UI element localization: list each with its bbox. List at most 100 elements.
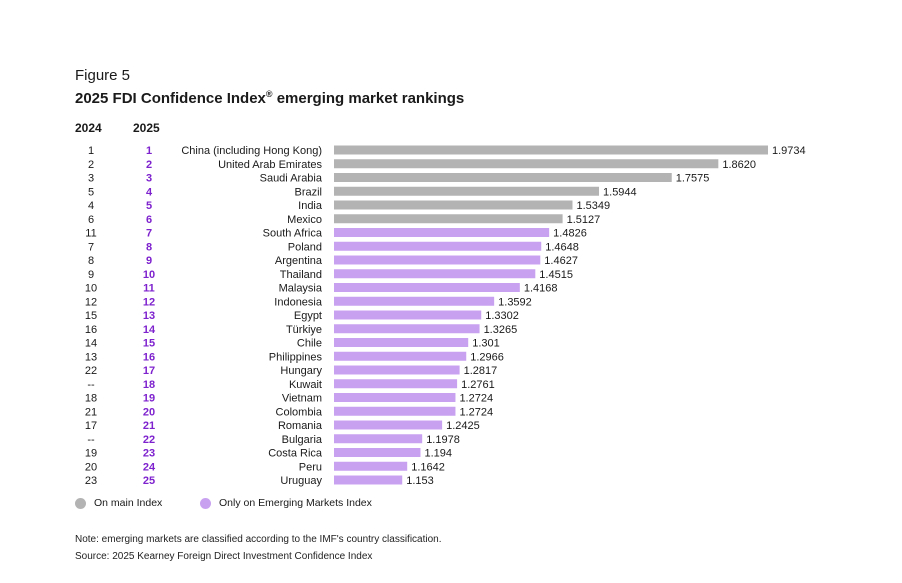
rank-2025: 4	[146, 186, 153, 198]
country-label: Costa Rica	[268, 448, 323, 460]
bar	[334, 173, 672, 182]
rank-2024: 7	[88, 241, 94, 253]
rank-2024: 3	[88, 173, 94, 185]
bar-value-label: 1.5349	[576, 200, 610, 212]
bar	[334, 365, 460, 375]
rank-2024: 18	[85, 393, 97, 405]
bar	[334, 434, 423, 444]
bar-value-label: 1.2761	[461, 379, 495, 391]
legend-label-emerging: Only on Emerging Markets Index	[219, 497, 372, 509]
rank-2024: 20	[85, 461, 97, 473]
country-label: Chile	[297, 338, 322, 350]
rank-2025: 11	[143, 283, 155, 295]
rank-2025: 9	[146, 255, 152, 267]
legend-swatch-main	[75, 497, 86, 509]
bar	[334, 475, 403, 485]
bar	[334, 420, 443, 430]
country-label: Brazil	[294, 186, 322, 198]
bar	[334, 296, 495, 306]
rank-2024: 9	[88, 269, 94, 281]
rank-2025: 15	[143, 338, 155, 350]
bar-value-label: 1.4515	[539, 269, 573, 281]
rank-2024: 5	[88, 186, 94, 198]
country-label: Egypt	[294, 310, 322, 322]
rank-2024: 10	[85, 283, 97, 295]
bar	[334, 461, 408, 471]
country-label: Peru	[299, 461, 322, 473]
bar	[334, 269, 536, 279]
rank-2024: 22	[85, 365, 97, 377]
rank-2024: 17	[85, 420, 97, 432]
country-label: Saudi Arabia	[260, 173, 323, 185]
country-label: Hungary	[280, 365, 322, 377]
rank-2024: 19	[85, 448, 97, 460]
rank-2024: 6	[88, 214, 94, 226]
rank-2025: 5	[146, 200, 152, 212]
bar	[334, 214, 563, 224]
bar	[334, 310, 482, 320]
rank-2025: 21	[143, 420, 155, 432]
country-label: Türkiye	[286, 324, 322, 336]
rank-2025: 19	[143, 393, 155, 405]
bar	[334, 351, 467, 361]
bar-value-label: 1.301	[472, 338, 500, 350]
rank-2025: 7	[146, 228, 152, 240]
country-label: South Africa	[263, 228, 323, 240]
bar	[334, 448, 421, 457]
bar-value-label: 1.2425	[446, 420, 480, 432]
registered-mark: ®	[265, 89, 273, 99]
rank-2024: 16	[85, 324, 97, 336]
bar-value-label: 1.153	[406, 475, 434, 487]
bar-value-label: 1.2724	[459, 393, 493, 405]
rank-2025: 2	[146, 159, 152, 171]
rank-2024: 12	[85, 296, 97, 308]
country-label: Kuwait	[289, 379, 322, 391]
figure-label: Figure 5	[75, 67, 131, 84]
bar	[334, 393, 456, 402]
rank-2024: 13	[85, 351, 97, 363]
bar	[334, 159, 719, 169]
rank-2024: 4	[88, 200, 94, 212]
rank-2024: --	[87, 379, 95, 391]
bar-value-label: 1.1642	[411, 461, 445, 473]
rank-2025: 13	[143, 310, 155, 322]
legend-label-main: On main Index	[94, 497, 163, 509]
bar-value-label: 1.194	[424, 448, 452, 460]
rank-2025: 23	[143, 448, 155, 460]
country-label: Philippines	[269, 351, 323, 363]
legend-item-main-index: On main Index	[75, 497, 162, 509]
bar	[334, 255, 541, 265]
rank-2025: 16	[143, 351, 155, 363]
rank-2025: 17	[143, 365, 155, 377]
country-label: Uruguay	[280, 475, 322, 487]
bar	[334, 241, 542, 251]
rank-2025: 20	[143, 406, 155, 418]
rank-2025: 1	[146, 145, 152, 157]
legend-item-emerging-only: Only on Emerging Markets Index	[200, 497, 372, 509]
rank-2025: 3	[146, 173, 152, 185]
bar	[334, 283, 520, 292]
bar-value-label: 1.4826	[553, 228, 587, 240]
country-label: Argentina	[275, 255, 323, 267]
country-label: Indonesia	[274, 296, 323, 308]
bar-value-label: 1.3302	[485, 310, 519, 322]
rank-2025: 22	[143, 434, 155, 446]
rank-2024: 2	[88, 159, 94, 171]
bar	[334, 200, 573, 210]
bar	[334, 338, 469, 347]
bar-value-label: 1.5127	[567, 214, 601, 226]
country-label: Colombia	[276, 406, 323, 418]
rank-2024: 23	[85, 475, 97, 487]
bar-value-label: 1.2966	[470, 351, 504, 363]
chart-title: 2025 FDI Confidence Index® emerging mark…	[75, 89, 464, 107]
rank-2025: 25	[143, 475, 155, 487]
chart-title-suffix: emerging market rankings	[272, 90, 465, 107]
rank-2025: 6	[146, 214, 152, 226]
rank-2024: 8	[88, 255, 94, 267]
chart-title-main: 2025 FDI Confidence Index	[75, 90, 266, 107]
country-label: United Arab Emirates	[218, 159, 322, 171]
bar-value-label: 1.3592	[498, 296, 532, 308]
bar-value-label: 1.8620	[722, 159, 756, 171]
country-label: China (including Hong Kong)	[181, 145, 322, 157]
